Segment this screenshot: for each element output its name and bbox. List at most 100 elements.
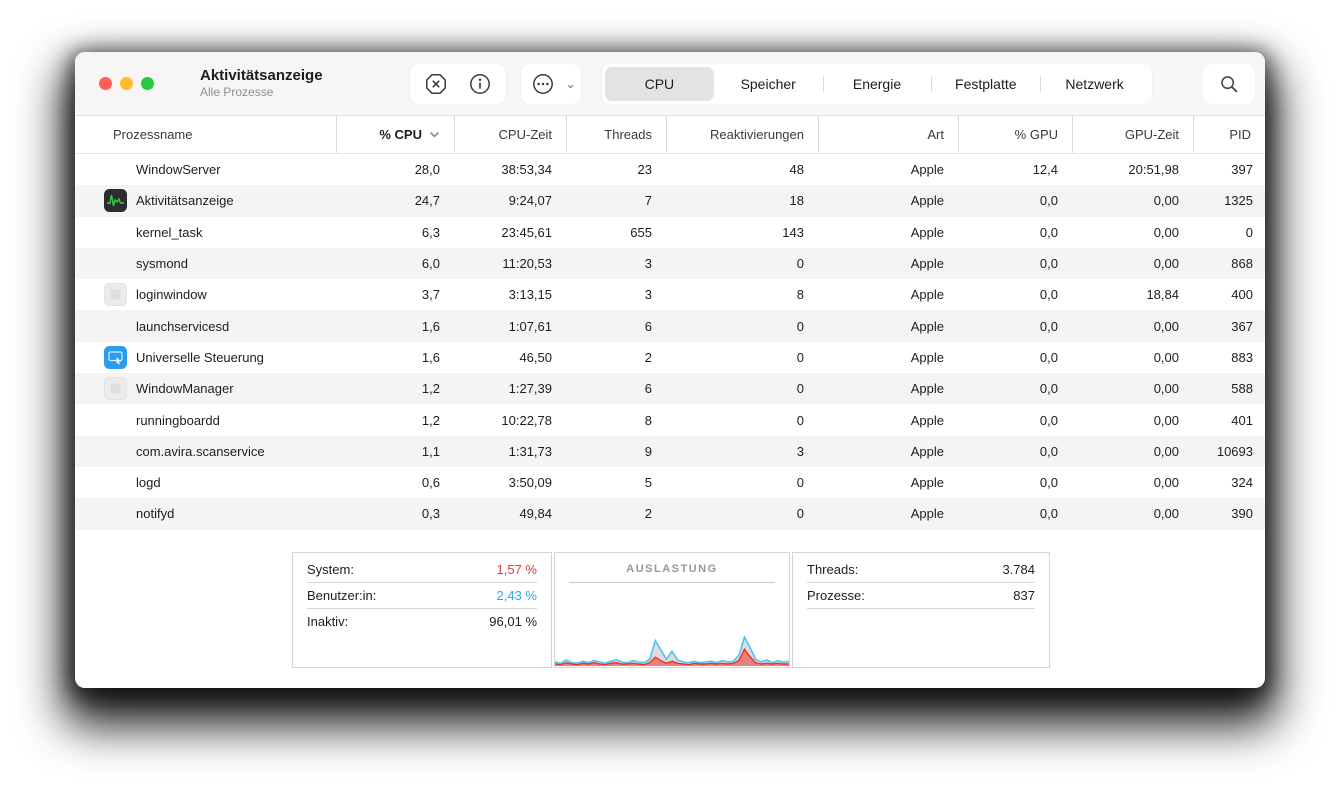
cpu-time-cell: 3:13,15 [508, 287, 552, 303]
stat-value: 3.784 [1002, 561, 1035, 577]
cpu-time-cell: 23:45,61 [501, 224, 552, 240]
app-icon-placeholder [104, 409, 127, 432]
wakeups-cell: 0 [796, 381, 804, 397]
tab-netzwerk[interactable]: Netzwerk [1040, 67, 1149, 101]
titlebar: Aktivitätsanzeige Alle Prozesse [75, 52, 1265, 116]
column-header-cpu-zeit[interactable]: CPU-Zeit [454, 116, 566, 153]
tab-cpu[interactable]: CPU [605, 66, 714, 101]
cpu-percent-cell: 1,2 [421, 412, 440, 428]
inspect-process-button[interactable] [463, 67, 497, 101]
gpu-percent-cell: 0,0 [1039, 443, 1058, 459]
pid-cell: 883 [1231, 349, 1253, 365]
pid-cell: 400 [1231, 287, 1253, 303]
tab-energie[interactable]: Energie [822, 67, 932, 101]
pid-cell: 868 [1231, 256, 1253, 272]
table-row[interactable]: Aktivitätsanzeige 24,7 9:24,07 7 18 Appl… [75, 185, 1265, 217]
search-button[interactable] [1203, 63, 1255, 104]
gpu-time-cell: 0,00 [1153, 443, 1179, 459]
more-options-button[interactable] [526, 67, 560, 101]
column-header-threads[interactable]: Threads [566, 116, 666, 153]
process-action-group [410, 63, 506, 104]
table-row[interactable]: com.avira.scanservice 1,1 1:31,73 9 3 Ap… [75, 435, 1265, 467]
cpu-percent-cell: 0,6 [421, 475, 440, 491]
process-name: logd [136, 475, 161, 491]
sort-chevron-down-icon [429, 131, 440, 138]
generic-app-icon [110, 289, 121, 300]
gpu-percent-cell: 0,0 [1039, 256, 1058, 272]
wakeups-cell: 18 [789, 193, 804, 209]
wakeups-cell: 0 [796, 318, 804, 334]
stat-row: Benutzer:in: 2,43 % [307, 583, 537, 609]
pid-cell: 390 [1231, 506, 1253, 522]
column-header-art[interactable]: Art [818, 116, 958, 153]
threads-cell: 9 [644, 443, 652, 459]
column-header--cpu[interactable]: % CPU [336, 116, 454, 153]
circle-info-icon [469, 73, 490, 94]
usage-title-divider [569, 581, 775, 583]
universal-app-icon [104, 345, 127, 369]
process-name: WindowServer [136, 162, 221, 178]
table-row[interactable]: loginwindow 3,7 3:13,15 3 8 Apple 0,0 18… [75, 279, 1265, 310]
table-row[interactable]: sysmond 6,0 11:20,53 3 0 Apple 0,0 0,00 … [75, 247, 1265, 280]
cpu-percent-cell: 28,0 [414, 162, 440, 178]
kind-cell: Apple [910, 443, 944, 459]
table-row[interactable]: WindowManager 1,2 1:27,39 6 0 Apple 0,0 … [75, 373, 1265, 405]
threads-cell: 3 [644, 256, 652, 272]
close-window-button[interactable] [99, 77, 112, 90]
cpu-percent-cell: 0,3 [421, 506, 440, 522]
wakeups-cell: 0 [796, 256, 804, 272]
stop-process-button[interactable] [419, 67, 453, 101]
threads-cell: 655 [630, 224, 652, 240]
app-icon-placeholder [104, 252, 127, 275]
table-row[interactable]: notifyd 0,3 49,84 2 0 Apple 0,0 0,00 390 [75, 498, 1265, 530]
tab-festplatte[interactable]: Festplatte [931, 67, 1040, 101]
cpu-percent-cell: 6,0 [421, 256, 440, 272]
cpu-time-cell: 11:20,53 [502, 256, 552, 272]
pid-cell: 10693 [1216, 443, 1253, 459]
cpu-time-cell: 46,50 [519, 349, 552, 365]
pid-cell: 324 [1231, 475, 1253, 491]
title-block: Aktivitätsanzeige Alle Prozesse [200, 67, 323, 99]
gpu-time-cell: 0,00 [1153, 412, 1179, 428]
process-name: Aktivitätsanzeige [136, 193, 234, 209]
tab-speicher[interactable]: Speicher [740, 75, 796, 92]
kind-cell: Apple [910, 193, 944, 209]
cpu-time-cell: 49,84 [519, 506, 552, 522]
table-row[interactable]: runningboardd 1,2 10:22,78 8 0 Apple 0,0… [75, 404, 1265, 435]
threads-cell: 5 [644, 475, 652, 491]
minimize-window-button[interactable] [120, 77, 133, 90]
table-row[interactable]: Universelle Steuerung 1,6 46,50 2 0 Appl… [75, 342, 1265, 373]
usage-graph-title: AUSLASTUNG [626, 562, 718, 575]
table-row[interactable]: WindowServer 28,0 38:53,34 23 48 Apple 1… [75, 154, 1265, 185]
stat-row: System: 1,57 % [307, 557, 537, 583]
process-name: launchservicesd [136, 318, 230, 334]
column-header-gpu-zeit[interactable]: GPU-Zeit [1072, 116, 1193, 153]
cpu-percent-cell: 3,7 [421, 287, 440, 303]
wakeups-cell: 0 [796, 412, 804, 428]
app-icon-placeholder [104, 221, 127, 244]
table-row[interactable]: logd 0,6 3:50,09 5 0 Apple 0,0 0,00 324 [75, 467, 1265, 498]
wakeups-cell: 48 [789, 162, 804, 178]
wakeups-cell: 0 [796, 475, 804, 491]
app-icon-placeholder [104, 502, 127, 525]
column-header-reaktivierungen[interactable]: Reaktivierungen [666, 116, 818, 153]
process-name: notifyd [136, 506, 175, 522]
kind-cell: Apple [910, 224, 944, 240]
stat-value: 96,01 % [489, 614, 537, 630]
process-name: WindowManager [136, 381, 234, 397]
pale-app-icon [104, 377, 127, 401]
table-row[interactable]: kernel_task 6,3 23:45,61 655 143 Apple 0… [75, 217, 1265, 248]
window-subtitle: Alle Prozesse [200, 85, 274, 100]
gpu-percent-cell: 0,0 [1039, 506, 1058, 522]
process-name: loginwindow [136, 287, 207, 303]
pale-app-icon [104, 283, 127, 307]
table-row[interactable]: launchservicesd 1,6 1:07,61 6 0 Apple 0,… [75, 310, 1265, 342]
column-header-pid[interactable]: PID [1193, 116, 1265, 153]
cpu-time-cell: 9:24,07 [508, 193, 552, 209]
kind-cell: Apple [910, 256, 944, 272]
gpu-percent-cell: 0,0 [1039, 412, 1058, 428]
zoom-window-button[interactable] [141, 77, 154, 90]
gpu-time-cell: 0,00 [1153, 506, 1179, 522]
column-header--gpu[interactable]: % GPU [958, 116, 1072, 153]
column-header-prozessname[interactable]: Prozessname [113, 127, 193, 142]
